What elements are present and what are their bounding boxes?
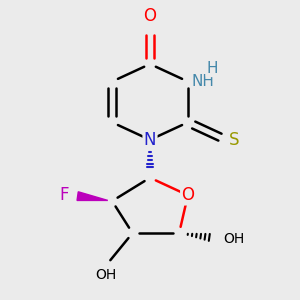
Text: OH: OH (223, 232, 244, 246)
Text: H: H (207, 61, 218, 76)
Text: O: O (143, 7, 157, 25)
Text: O: O (182, 186, 194, 204)
Text: S: S (229, 131, 239, 149)
Polygon shape (77, 192, 108, 200)
Text: OH: OH (96, 268, 117, 282)
Text: NH: NH (191, 74, 214, 89)
Text: F: F (59, 186, 68, 204)
Text: N: N (144, 131, 156, 149)
